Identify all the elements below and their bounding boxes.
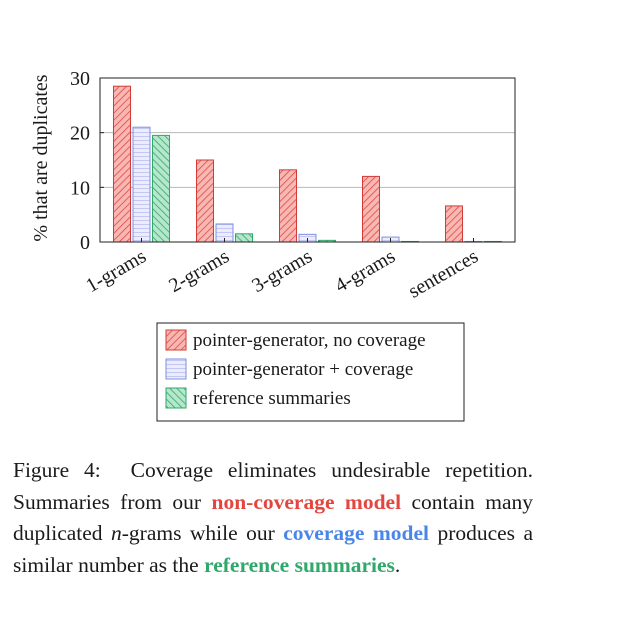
caption-n-italic: n: [111, 521, 122, 545]
bar-1-2-grams: [196, 159, 214, 243]
bar-3-1-grams: [152, 134, 170, 243]
y-tick-label: 10: [70, 177, 90, 199]
legend-swatch: [165, 329, 187, 351]
figure-caption: Figure 4: Coverage eliminates undesirabl…: [13, 455, 533, 581]
legend-label: reference summaries: [193, 388, 351, 409]
x-tick-label: 4-grams: [331, 245, 399, 297]
bar-3-2-grams: [235, 233, 253, 243]
caption-highlight-reference: reference summaries: [204, 552, 395, 577]
bar-chart: 0 10 20 30 1-grams 2-grams 3-grams 4-grams sent…: [30, 68, 516, 422]
legend-swatch: [165, 358, 187, 380]
caption-text-1: Coverage eliminates undesirable repetiti…: [13, 458, 533, 514]
legend-label: pointer-generator, no coverage: [193, 330, 426, 351]
y-tick-label: 0: [80, 232, 90, 254]
bar-1-4-grams: [362, 175, 380, 243]
caption-highlight-coverage: coverage model: [283, 521, 429, 545]
caption-text-5: .: [394, 552, 401, 577]
legend-box: [156, 322, 465, 422]
x-tick-label: 1-grams: [82, 245, 150, 297]
caption-text-2: contain many duplicated: [13, 489, 533, 546]
x-tick-label: 3-grams: [248, 245, 316, 297]
caption-text-3: -grams while our: [121, 521, 275, 545]
y-tick-label: 20: [70, 123, 90, 145]
x-ticks: 1-grams 2-grams 3-grams 4-grams sentences: [82, 238, 482, 303]
y-ticks: 0 10 20 30: [70, 68, 104, 254]
legend-label: pointer-generator + coverage: [193, 359, 413, 380]
legend: pointer-generator, no coverage pointer-ge…: [156, 322, 465, 422]
y-tick-label: 30: [70, 68, 90, 90]
x-tick-label: 2-grams: [165, 245, 233, 297]
y-axis-label: % that are duplicates: [30, 74, 52, 241]
caption-highlight-non-coverage: non-coverage model: [211, 489, 402, 514]
x-tick-label: sentences: [405, 245, 483, 302]
bar-1-3-grams: [279, 169, 297, 243]
legend-swatch: [165, 387, 187, 409]
bar-1-1-grams: [113, 85, 131, 243]
caption-text-4: produces a similar number as the: [13, 521, 534, 577]
bar-1-sentences: [445, 205, 463, 243]
bars: [113, 85, 502, 243]
caption-prefix: Figure 4:: [13, 458, 101, 482]
bar-2-1-grams: [132, 126, 151, 243]
